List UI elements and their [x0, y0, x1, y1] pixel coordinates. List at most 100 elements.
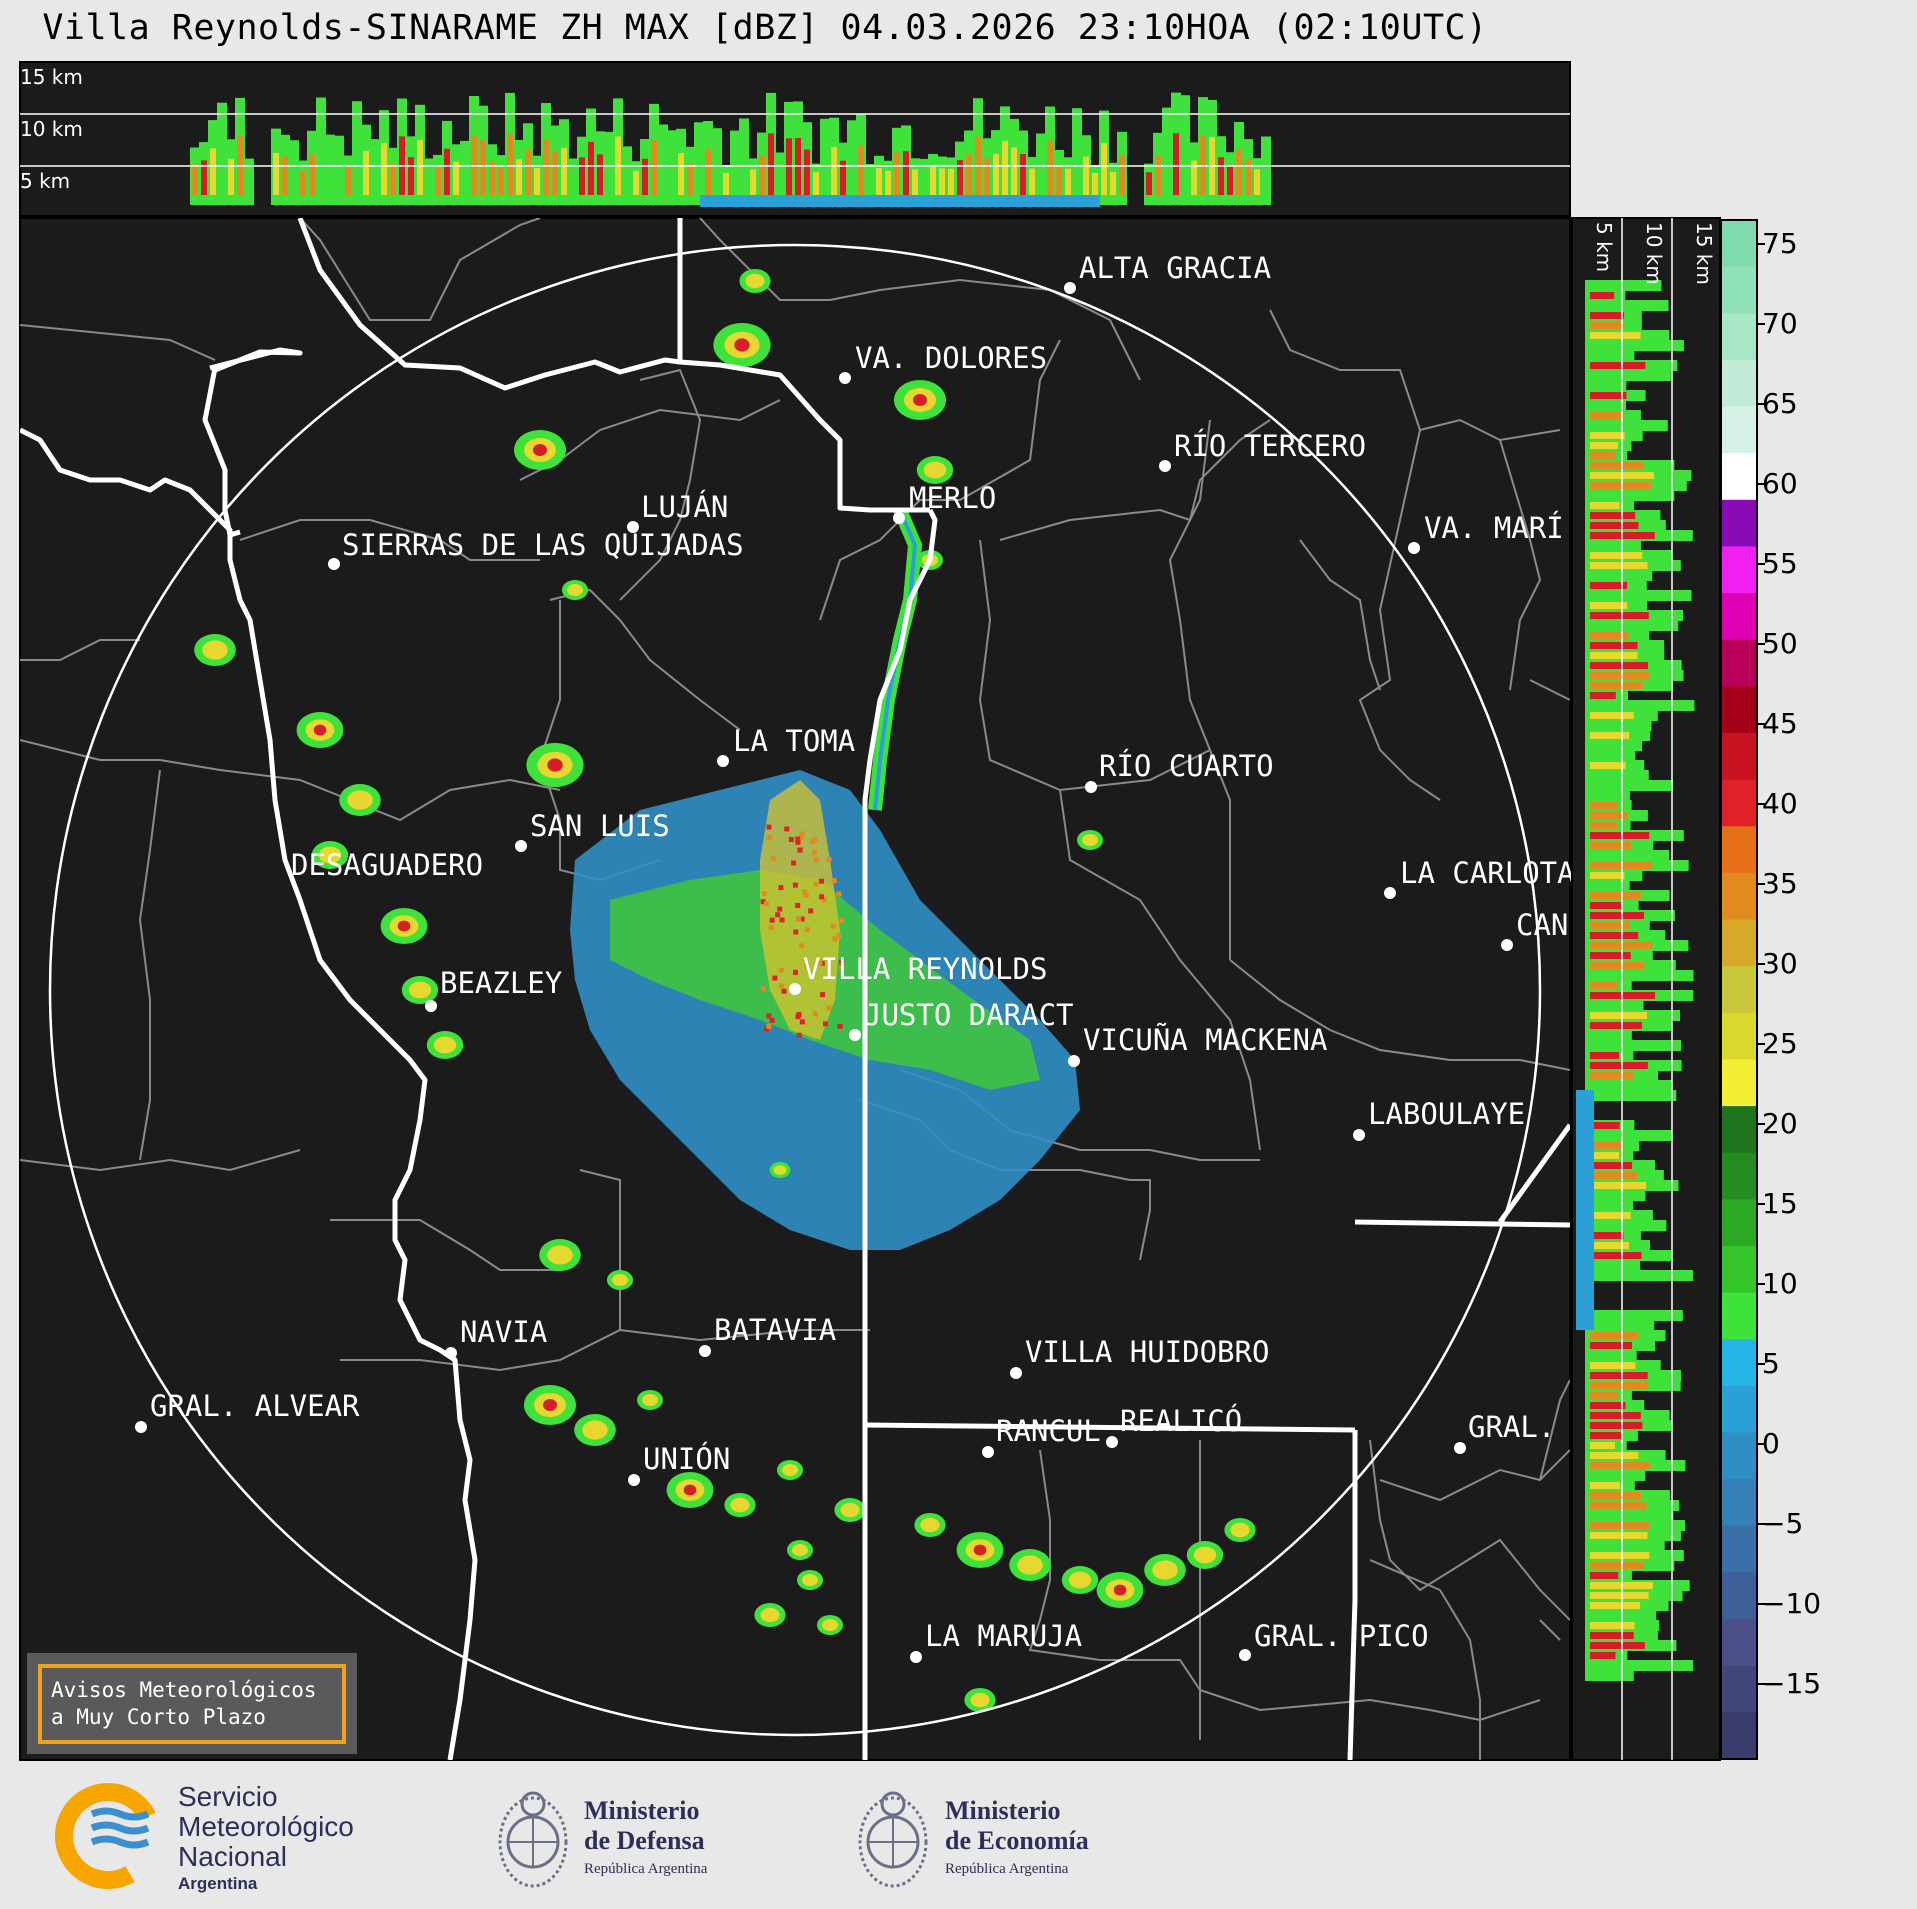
top-echo-core: [1227, 166, 1233, 195]
colorbar-band: [1721, 1385, 1757, 1434]
side-echo-core: [1590, 662, 1648, 669]
side-echo-core: [1590, 882, 1617, 889]
colorbar-band: [1721, 1619, 1757, 1667]
city-marker: [839, 372, 851, 384]
colorbar-band: [1721, 1152, 1757, 1200]
top-echo-core: [1101, 143, 1107, 195]
storm-cell-core: [567, 584, 583, 596]
side-echo-core: [1590, 322, 1625, 329]
colorbar-tick-label: 50: [1762, 627, 1798, 660]
echo-pixel: [813, 881, 819, 887]
side-echo-core: [1590, 762, 1626, 769]
top-echo-core: [273, 153, 279, 195]
echo-pixel: [803, 892, 809, 898]
city-labels: ALTA GRACIA VA. DOLORES RÍO TERCERO LUJÁ…: [135, 251, 1575, 1663]
warning-box[interactable]: Avisos Meteorológicos a Muy Corto Plazo: [27, 1653, 357, 1754]
top-echo-core: [1245, 158, 1251, 195]
colorbar-band: [1721, 406, 1757, 454]
colorbar-tick-label: 70: [1762, 307, 1798, 340]
side-echo-core: [1590, 1052, 1619, 1059]
city-marker: [425, 1000, 437, 1012]
side-echo-core: [1590, 872, 1625, 879]
colorbar-band: [1721, 686, 1757, 734]
side-echo-core: [1590, 1372, 1648, 1379]
side-echo-core: [1590, 782, 1643, 789]
colorbar-band: [1721, 1199, 1757, 1247]
echo-pixel: [793, 929, 799, 935]
city-label-la-toma: LA TOMA: [733, 724, 855, 758]
storm-cell-core: [202, 640, 228, 660]
smn-line1: Servicio: [178, 1781, 278, 1812]
side-echo-core: [1590, 482, 1652, 489]
echo-pixel: [812, 1011, 818, 1017]
storm-cell-core: [1193, 1546, 1217, 1564]
top-echo-core: [606, 154, 612, 195]
echo-pixel: [788, 837, 794, 842]
echo-pixel: [764, 1026, 769, 1032]
side-echo-core: [1590, 612, 1649, 619]
echo-pixel: [839, 964, 845, 970]
echo-pixel: [820, 992, 826, 998]
side-echo-core: [1590, 452, 1616, 459]
side-echo-core: [1590, 722, 1630, 729]
side-echo-core: [1590, 1552, 1650, 1559]
storm-cell-peak: [547, 758, 563, 772]
storm-cell-peak: [734, 338, 750, 352]
city-marker: [1353, 1129, 1365, 1141]
echo-pixel: [796, 916, 802, 922]
top-echo-core: [1110, 171, 1116, 195]
city-marker: [982, 1446, 994, 1458]
storm-cell-core: [1017, 1555, 1043, 1575]
side-echo-core: [1590, 1432, 1622, 1439]
echo-pixel: [778, 967, 784, 973]
colorbar-tick-label: −5: [1762, 1507, 1804, 1540]
storm-cell-core: [642, 1394, 658, 1406]
top-echo-core: [993, 153, 999, 195]
side-echo-core: [1590, 792, 1617, 799]
top-echo-core: [1155, 155, 1161, 195]
city-marker: [1501, 939, 1513, 951]
city-label-vicuna-mackena: VICUÑA MACKENA: [1083, 1023, 1327, 1057]
storm-cell-core: [745, 273, 765, 289]
colorbar-band: [1721, 639, 1757, 687]
side-echo-core: [1590, 1222, 1639, 1229]
top-echo-core: [192, 163, 198, 195]
top-echo-core: [858, 144, 864, 195]
top-echo-core: [876, 168, 882, 195]
storm-cell-core: [1230, 1522, 1250, 1538]
top-echo-core: [1092, 173, 1098, 195]
warning-box-line2: a Muy Corto Plazo: [51, 1705, 266, 1729]
side-echo-core: [1590, 682, 1643, 689]
side-echo-core: [1590, 862, 1653, 869]
side-echo-core: [1590, 1212, 1631, 1219]
side-echo-core: [1590, 1202, 1619, 1209]
colorbar-band: [1721, 1572, 1757, 1620]
top-echo-core: [768, 133, 774, 195]
colorbar-tick-label: 30: [1762, 947, 1798, 980]
city-marker: [699, 1345, 711, 1357]
echo-pixel: [784, 826, 790, 832]
side-echo-core: [1590, 842, 1631, 849]
city-marker: [328, 558, 340, 570]
range-ring: [48, 243, 1542, 1737]
city-label-villa-reynolds: VILLA REYNOLDS: [803, 952, 1047, 986]
side-echo-core: [1590, 1132, 1643, 1139]
top-echo-core: [831, 147, 837, 195]
storm-cell-core: [920, 1517, 940, 1533]
side-echo-core: [1590, 812, 1628, 819]
echo-pixel: [795, 839, 801, 845]
city-marker: [627, 521, 639, 533]
city-label-san-luis: SAN LUIS: [530, 809, 670, 843]
storm-cell-core: [773, 1165, 787, 1175]
smn-line2: Meteorológico: [178, 1811, 354, 1842]
city-marker: [445, 1347, 457, 1359]
colorbar-band: [1721, 1012, 1757, 1061]
side-echo-core: [1590, 672, 1650, 679]
top-echo-core: [894, 152, 900, 195]
colorbar: [1720, 219, 1765, 1760]
top-echo-core: [867, 172, 873, 195]
colorbar-tick-label: 60: [1762, 467, 1798, 500]
echo-pixel: [795, 903, 801, 908]
echo-pixel: [795, 836, 801, 842]
colorbar-band: [1721, 966, 1757, 1014]
